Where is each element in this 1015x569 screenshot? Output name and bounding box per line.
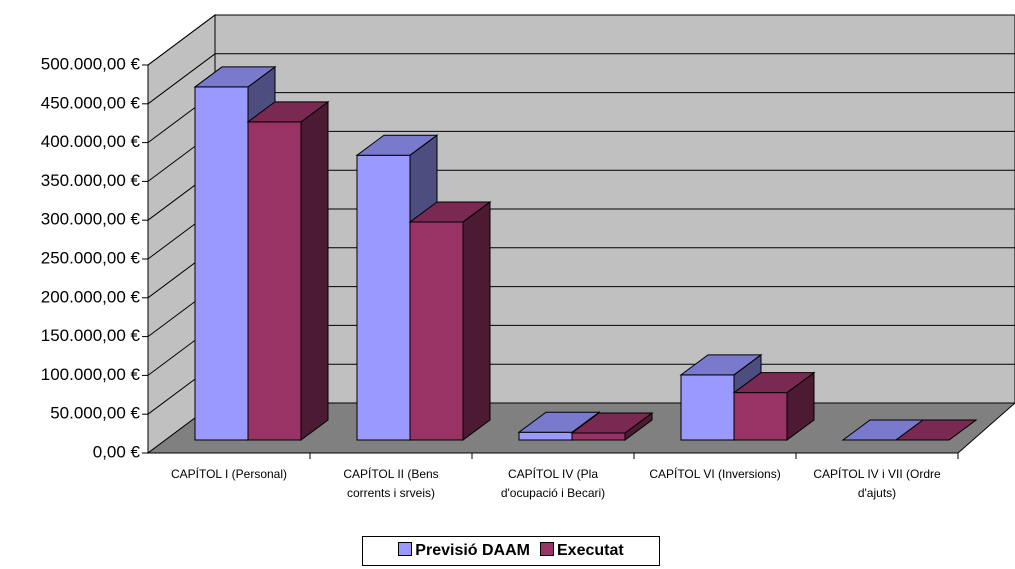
x-tick-label: CAPÍTOL IV i VII (Ordre d'ajuts): [813, 467, 941, 500]
bar-top: [679, 354, 763, 376]
y-tick-label: 400.000,00 €: [41, 132, 141, 151]
legend-label: Executat: [557, 542, 624, 559]
y-tick-label: 50.000,00 €: [50, 404, 140, 423]
legend-entry: Executat: [540, 542, 624, 560]
bar: [894, 419, 978, 441]
y-tick-label: 0,00 €: [93, 442, 141, 461]
legend-label: Previsió DAAM: [415, 542, 530, 559]
legend: Previsió DAAM Executat: [362, 536, 660, 566]
grid-line: [147, 14, 216, 66]
y-tick-label: 250.000,00 €: [41, 248, 141, 267]
y-tick-label: 150.000,00 €: [41, 326, 141, 345]
legend-swatch: [398, 542, 413, 556]
bar-front: [733, 392, 788, 441]
bar-top: [517, 411, 601, 433]
y-tick-label: 350.000,00 €: [41, 171, 141, 190]
bar: [246, 100, 330, 441]
bar-side: [462, 200, 491, 441]
legend-entry: Previsió DAAM: [398, 542, 530, 560]
bar: [408, 200, 492, 441]
y-tick-label: 450.000,00 €: [41, 93, 141, 112]
bar-front: [356, 154, 411, 441]
x-tick-label: CAPÍTOL II (Bens corrents i srveis): [343, 467, 439, 500]
bar-front: [409, 221, 464, 441]
bar-front: [571, 432, 626, 441]
grid-line: [147, 53, 216, 105]
x-tick-label: CAPÍTOL VI (Inversions): [649, 467, 781, 481]
x-tick-label: CAPÍTOL I (Personal): [170, 467, 288, 481]
bar: [570, 412, 654, 441]
bar-top: [246, 101, 330, 123]
y-tick-label: 100.000,00 €: [41, 365, 141, 384]
bar-top: [408, 201, 492, 223]
bar-front: [194, 86, 249, 441]
bar-top: [894, 419, 978, 441]
y-tick-label: 300.000,00 €: [41, 210, 141, 229]
bar-top: [732, 372, 816, 394]
y-tick-label: 200.000,00 €: [41, 287, 141, 306]
bar-top: [355, 134, 439, 156]
bar-front: [680, 374, 735, 441]
x-tick-label: CAPÍTOL IV (Pla d'ocupació i Becari): [500, 467, 606, 500]
legend-swatch: [540, 542, 554, 556]
y-tick-label: 500.000,00 €: [41, 54, 141, 73]
bar-top: [570, 412, 654, 434]
bar: [732, 371, 816, 441]
bar-top: [193, 66, 277, 88]
bar-front: [247, 121, 302, 441]
bar-side: [300, 100, 329, 441]
bar-front: [518, 431, 573, 441]
